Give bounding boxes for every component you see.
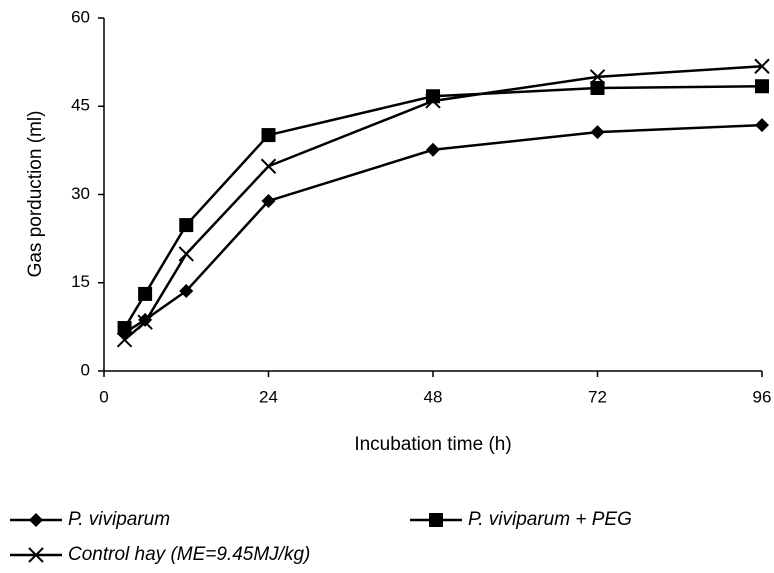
marker (261, 193, 276, 208)
marker (179, 218, 194, 233)
marker (137, 314, 153, 330)
y-tick-label: 60 (71, 7, 90, 26)
marker (261, 128, 276, 143)
x-tick-label: 48 (424, 387, 443, 406)
series-line (123, 123, 763, 334)
series-line (123, 84, 763, 329)
marker (179, 283, 194, 298)
marker (138, 286, 153, 301)
y-tick-label: 15 (71, 272, 90, 291)
marker (260, 158, 277, 174)
marker (755, 79, 769, 94)
y-tick-label: 45 (71, 96, 90, 115)
x-tick-label: 96 (753, 387, 772, 406)
series-line (123, 64, 763, 341)
marker (755, 118, 769, 133)
marker (754, 58, 770, 74)
y-tick-label: 0 (81, 360, 90, 379)
x-tick-label: 0 (99, 387, 108, 406)
x-tick-label: 72 (588, 387, 607, 406)
legend-label: P. viviparum (68, 509, 170, 530)
legend-label: P. viviparum + PEG (468, 509, 632, 530)
y-tick-label: 30 (71, 184, 90, 203)
marker (178, 246, 194, 262)
marker (116, 332, 133, 348)
y-axis-title: Gas porduction (ml) (25, 111, 46, 278)
marker (590, 125, 605, 140)
marker (117, 321, 132, 336)
marker (429, 513, 443, 527)
marker (590, 81, 605, 96)
x-tick-label: 24 (259, 387, 278, 406)
x-axis-title: Incubation time (h) (354, 434, 511, 455)
marker (426, 142, 440, 157)
marker (425, 93, 441, 109)
legend-label: Control hay (ME=9.45MJ/kg) (68, 544, 310, 565)
marker (589, 69, 606, 85)
marker (28, 547, 44, 563)
marker (29, 513, 43, 527)
